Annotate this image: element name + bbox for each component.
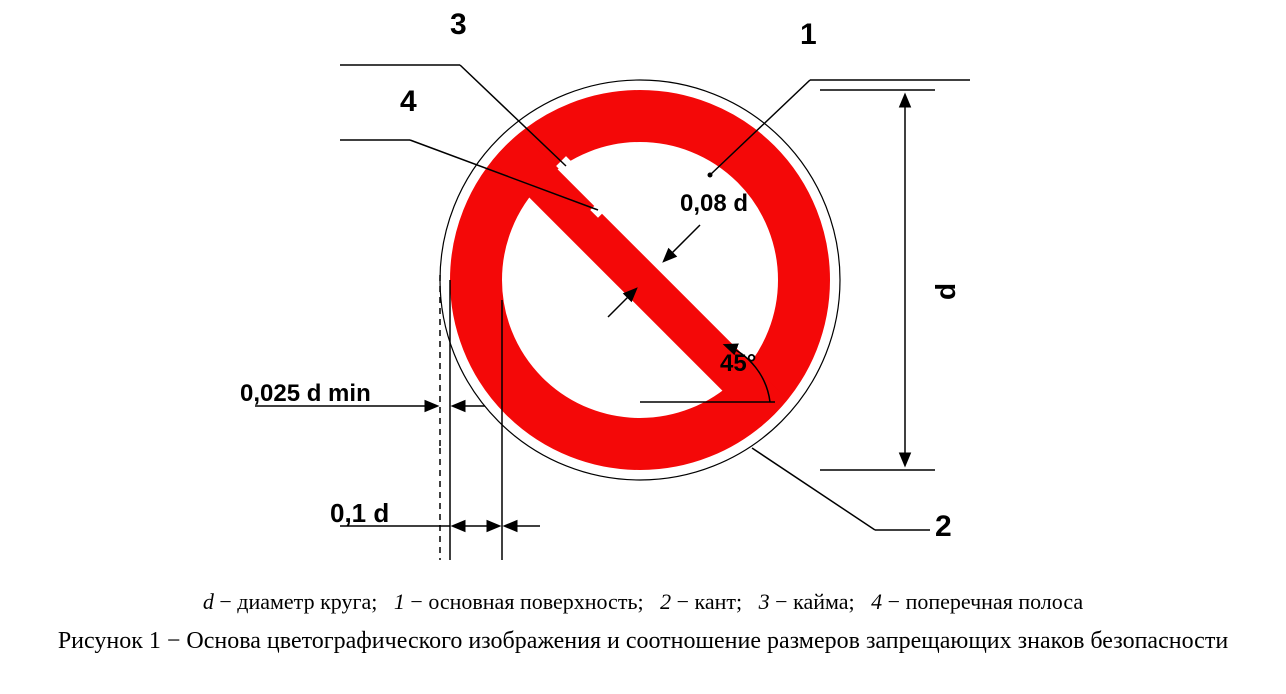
- dim-0025d: [255, 275, 485, 448]
- dim-label-d: d: [930, 283, 962, 300]
- legend-sym-d: d: [203, 589, 214, 614]
- callout-label-3: 3: [450, 8, 467, 42]
- callout-2-line: [752, 448, 930, 530]
- callout-label-1: 1: [800, 18, 817, 52]
- dim-label-008d: 0,08 d: [680, 190, 748, 218]
- legend-line: d − диаметр круга; 1 − основная поверхно…: [0, 588, 1286, 617]
- legend-text-4: поперечная полоса: [906, 589, 1084, 614]
- legend-text-1: основная поверхность: [428, 589, 637, 614]
- diagram-stage: 1 2 3 4 0,08 d 45° 0,025 d min 0,1 d d d…: [0, 0, 1286, 694]
- legend-text-2: кант: [695, 589, 737, 614]
- dim-d-vertical: [820, 90, 935, 470]
- legend-sym-1: 1: [394, 589, 405, 614]
- caption-prefix: Рисунок 1 −: [58, 628, 187, 654]
- legend-sym-2: 2: [660, 589, 671, 614]
- legend-text-3: кайма: [793, 589, 848, 614]
- dim-label-01d: 0,1 d: [330, 498, 389, 529]
- dim-label-0025d: 0,025 d min: [240, 380, 371, 408]
- figure-caption: Рисунок 1 − Основа цветографического изо…: [0, 625, 1286, 657]
- dim-label-45: 45°: [720, 350, 756, 378]
- caption-text: Основа цветографического изображения и с…: [186, 628, 1228, 654]
- callout-label-4: 4: [400, 85, 417, 119]
- legend-sym-4: 4: [871, 589, 882, 614]
- caption-block: d − диаметр круга; 1 − основная поверхно…: [0, 588, 1286, 657]
- callout-label-2: 2: [935, 510, 952, 544]
- legend-sym-3: 3: [759, 589, 770, 614]
- legend-text-d: диаметр круга: [237, 589, 371, 614]
